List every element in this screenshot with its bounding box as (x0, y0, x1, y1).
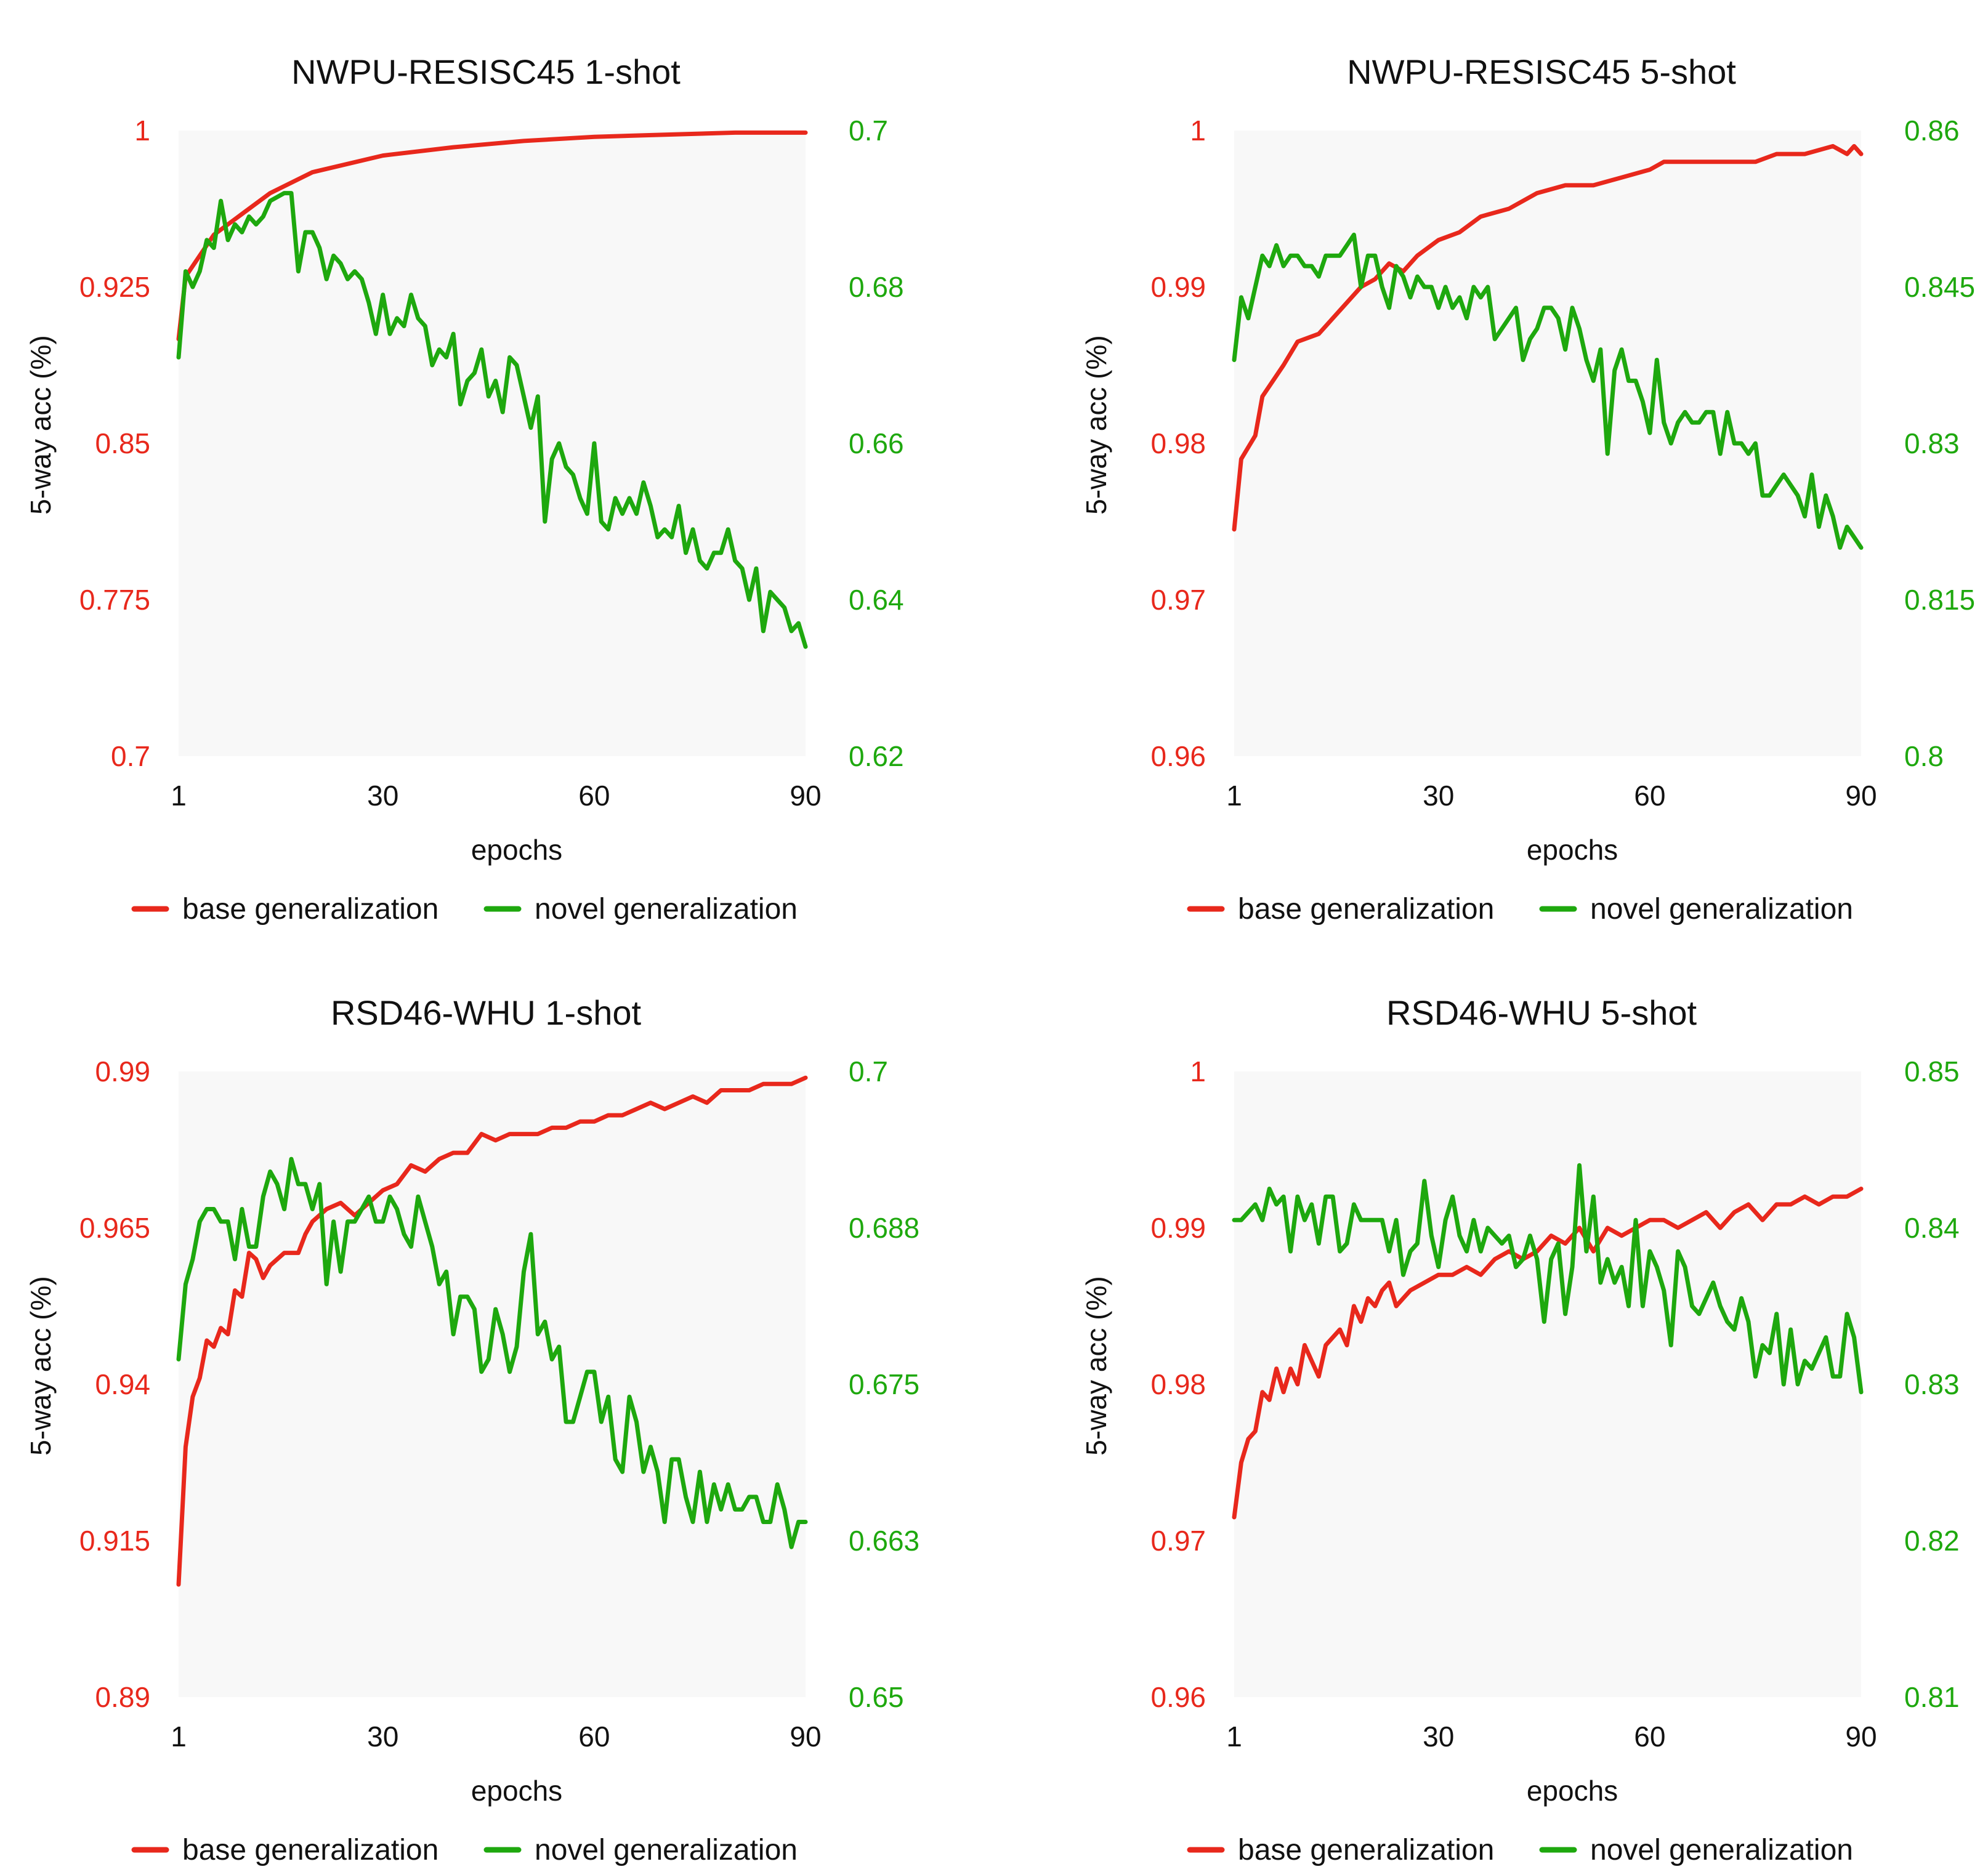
legend-label-base: base generalization (1238, 1834, 1494, 1866)
chart-panel-4: RSD46-WHU 5-shot 1 30 60 90 0.96 0.97 0.98 0.99 1… (1080, 993, 1960, 1866)
left-y-tick-label: 1 (1190, 1055, 1206, 1087)
legend-label-novel: novel generalization (1590, 1834, 1853, 1866)
right-y-tick-label: 0.85 (1904, 1055, 1960, 1087)
x-tick-label: 1 (171, 780, 187, 812)
chart-title: NWPU-RESISC45 5-shot (1347, 52, 1736, 91)
plot-area (1234, 131, 1861, 756)
x-tick-label: 90 (1845, 780, 1877, 812)
left-y-tick-label: 0.99 (1150, 1212, 1206, 1244)
x-tick-label: 1 (1226, 1721, 1242, 1753)
left-y-tick-label: 0.7 (111, 740, 150, 772)
series-line-base (1232, 1187, 1864, 1520)
chart-title: NWPU-RESISC45 1-shot (291, 52, 681, 91)
left-y-tick-label: 0.98 (1150, 427, 1206, 459)
left-y-tick-label: 1 (1190, 115, 1206, 147)
x-tick-label: 60 (1634, 780, 1665, 812)
right-y-tick-label: 0.64 (849, 584, 904, 616)
left-y-tick-label: 0.99 (95, 1055, 150, 1087)
chart-panel-3: RSD46-WHU 1-shot 1 30 60 90 0.89 0.915 0.94 0.96… (25, 993, 919, 1866)
right-y-tick-label: 0.688 (849, 1212, 919, 1244)
left-y-tick-label: 0.89 (95, 1681, 150, 1713)
left-y-tick-label: 0.915 (79, 1525, 150, 1557)
left-y-tick-label: 0.775 (79, 584, 150, 616)
left-y-tick-label: 0.96 (1150, 740, 1206, 772)
series-line-novel (176, 1156, 808, 1549)
chart-title: RSD46-WHU 5-shot (1386, 993, 1697, 1032)
right-y-tick-label: 0.81 (1904, 1681, 1960, 1713)
series-line-base (1232, 143, 1864, 532)
x-axis-label: epochs (471, 1775, 562, 1807)
x-axis-label: epochs (1527, 834, 1618, 866)
left-y-tick-label: 0.99 (1150, 271, 1206, 303)
left-y-tick-label: 0.94 (95, 1368, 150, 1400)
series-line-novel (1232, 1163, 1864, 1395)
x-tick-label: 30 (367, 1721, 398, 1753)
y-axis-label: 5-way acc (%) (25, 1276, 57, 1455)
plot-area (179, 131, 806, 756)
legend-label-base: base generalization (182, 1834, 438, 1866)
right-y-tick-label: 0.815 (1904, 584, 1975, 616)
x-tick-label: 60 (578, 1721, 610, 1753)
right-y-tick-label: 0.845 (1904, 271, 1975, 303)
x-axis-label: epochs (1527, 1775, 1618, 1807)
right-y-tick-label: 0.66 (849, 427, 904, 459)
plot-area (179, 1071, 806, 1697)
left-y-tick-label: 0.98 (1150, 1368, 1206, 1400)
left-y-tick-label: 1 (134, 115, 150, 147)
x-tick-label: 90 (1845, 1721, 1877, 1753)
right-y-tick-label: 0.83 (1904, 1368, 1960, 1400)
y-axis-label: 5-way acc (%) (25, 335, 57, 514)
right-y-tick-label: 0.68 (849, 271, 904, 303)
series-line-novel (176, 191, 808, 649)
x-tick-label: 30 (367, 780, 398, 812)
chart-title: RSD46-WHU 1-shot (331, 993, 642, 1032)
right-y-tick-label: 0.65 (849, 1681, 904, 1713)
right-y-tick-label: 0.82 (1904, 1525, 1960, 1557)
x-tick-label: 90 (790, 1721, 821, 1753)
x-tick-label: 60 (578, 780, 610, 812)
x-tick-label: 30 (1423, 1721, 1454, 1753)
legend-label-novel: novel generalization (1590, 893, 1853, 926)
x-tick-label: 1 (171, 1721, 187, 1753)
right-y-tick-label: 0.7 (849, 115, 888, 147)
series-line-novel (1232, 232, 1864, 550)
legend-label-base: base generalization (182, 893, 438, 926)
x-tick-label: 1 (1226, 780, 1242, 812)
plot-area (1234, 1071, 1861, 1697)
x-tick-label: 30 (1423, 780, 1454, 812)
right-y-tick-label: 0.8 (1904, 740, 1944, 772)
right-y-tick-label: 0.675 (849, 1368, 919, 1400)
left-y-tick-label: 0.965 (79, 1212, 150, 1244)
legend-label-novel: novel generalization (535, 1834, 798, 1866)
legend-label-novel: novel generalization (535, 893, 798, 926)
right-y-tick-label: 0.62 (849, 740, 904, 772)
left-y-tick-label: 0.925 (79, 271, 150, 303)
legend-label-base: base generalization (1238, 893, 1494, 926)
y-axis-label: 5-way acc (%) (1080, 1276, 1112, 1455)
x-tick-label: 60 (1634, 1721, 1665, 1753)
left-y-tick-label: 0.97 (1150, 1525, 1206, 1557)
left-y-tick-label: 0.96 (1150, 1681, 1206, 1713)
right-y-tick-label: 0.7 (849, 1055, 888, 1087)
right-y-tick-label: 0.86 (1904, 115, 1960, 147)
right-y-tick-label: 0.84 (1904, 1212, 1960, 1244)
right-y-tick-label: 0.663 (849, 1525, 919, 1557)
x-axis-label: epochs (471, 834, 562, 866)
chart-panel-1: NWPU-RESISC45 1-shot 1 30 60 90 0.7 0.775 0.85 0… (25, 52, 904, 926)
x-tick-label: 90 (790, 780, 821, 812)
left-y-tick-label: 0.97 (1150, 584, 1206, 616)
y-axis-label: 5-way acc (%) (1080, 335, 1112, 514)
left-y-tick-label: 0.85 (95, 427, 150, 459)
series-line-base (176, 1075, 808, 1587)
chart-panel-2: NWPU-RESISC45 5-shot 1 30 60 90 0.96 0.97 0.98 0… (1080, 52, 1975, 926)
right-y-tick-label: 0.83 (1904, 427, 1960, 459)
